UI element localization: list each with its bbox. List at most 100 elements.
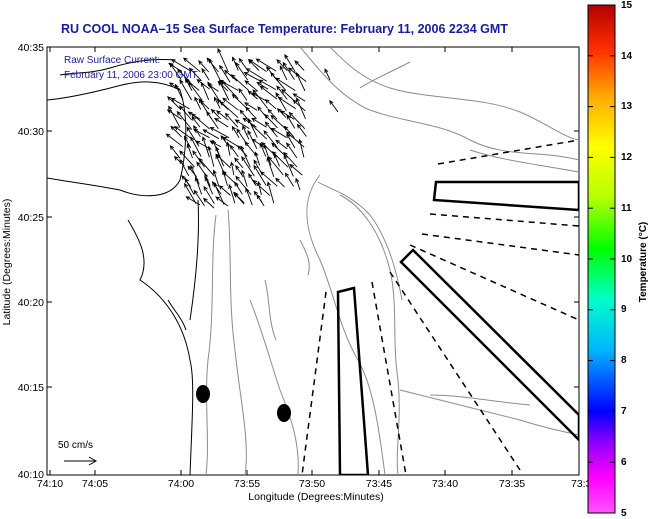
current-vector-arrow <box>176 110 193 130</box>
current-vector-arrow <box>194 96 202 110</box>
current-vector-arrow <box>168 82 181 90</box>
current-vector-arrow <box>201 136 210 158</box>
current-vector-arrow <box>210 108 221 120</box>
colorbar-tick-label: 11 <box>621 203 632 214</box>
current-vector-arrow <box>253 164 267 186</box>
current-vector-arrow <box>252 89 269 109</box>
current-vector-arrow <box>240 145 251 168</box>
current-vector-arrow <box>212 169 220 187</box>
current-vector-arrow <box>239 109 249 121</box>
current-vector-arrow <box>179 79 192 101</box>
current-vector-arrow <box>170 59 192 72</box>
current-vector-arrow <box>279 65 288 81</box>
current-vector-arrow <box>170 125 182 138</box>
current-vector-arrow <box>206 111 219 130</box>
current-vector-arrow <box>190 113 210 130</box>
current-vector-arrow <box>258 79 277 90</box>
current-vector-arrow <box>247 118 258 138</box>
x-tick-label: 73:50 <box>299 478 325 490</box>
current-vector-arrow <box>184 78 200 91</box>
current-vector-arrow <box>267 156 284 176</box>
current-vector-arrow <box>193 189 205 207</box>
current-vector-arrow <box>213 96 221 109</box>
current-vector-arrow <box>200 81 210 100</box>
current-vector-arrow <box>256 81 269 90</box>
current-vector-arrow <box>324 68 331 81</box>
current-vector-arrow <box>193 129 210 139</box>
current-vector-arrow <box>245 68 268 82</box>
y-tick-label: 40:30 <box>18 126 44 138</box>
current-vector-arrow <box>275 177 285 188</box>
current-vector-arrow <box>244 102 258 111</box>
colorbar-tick-label: 9 <box>621 304 627 315</box>
current-vector-arrow <box>230 74 250 91</box>
current-vector-arrow <box>282 61 295 80</box>
current-vector-arrow <box>276 59 288 72</box>
current-vector-arrow <box>264 113 278 129</box>
current-vector-arrow <box>235 175 252 196</box>
current-vector-arrow <box>286 133 296 149</box>
current-vector-arrow <box>179 105 193 121</box>
x-axis-label: Longitude (Degrees:Minutes) <box>248 491 383 503</box>
current-vector-arrow <box>232 56 239 71</box>
x-tick-label: 73:40 <box>432 478 458 490</box>
current-vector-arrow <box>224 69 238 82</box>
polygon-diagonal <box>399 248 579 442</box>
current-vector-arrow <box>203 185 215 204</box>
current-vector-arrow <box>190 136 202 157</box>
current-vector-arrow <box>208 58 221 81</box>
plot-frame <box>46 46 580 476</box>
current-vector-arrow <box>217 48 229 71</box>
current-vector-arrow <box>190 164 200 185</box>
current-vector-arrow <box>286 142 298 159</box>
current-vector-arrow <box>295 71 306 92</box>
x-tick-label: 74:10 <box>37 478 63 490</box>
current-vector-arrow <box>251 92 268 102</box>
current-vector-arrow <box>188 81 203 101</box>
current-vector-arrow <box>207 145 215 167</box>
colorbar-tick-label: 10 <box>621 254 633 265</box>
current-vector-arrow <box>244 141 257 157</box>
colorbar-tick-label: 6 <box>621 457 627 468</box>
current-vector-arrow <box>215 110 229 121</box>
colorbar-tick-label: 5 <box>621 508 627 519</box>
current-vector-arrow <box>283 154 294 177</box>
current-vector-arrow <box>174 125 192 140</box>
current-vector-arrow <box>207 81 220 101</box>
current-vector-arrow <box>204 176 214 195</box>
current-vector-arrow <box>214 117 229 128</box>
current-vector-arrow <box>241 169 248 187</box>
current-vector-arrow <box>245 187 253 206</box>
current-vector-arrow <box>298 138 305 158</box>
current-vector-arrow <box>288 111 306 130</box>
current-vector-arrow <box>271 142 287 157</box>
x-tick-label: 73:55 <box>234 478 260 490</box>
current-vector-arrow <box>229 161 235 176</box>
current-vector-arrow <box>264 121 278 138</box>
current-vector-arrow <box>219 64 231 83</box>
current-vector-arrow <box>237 145 248 157</box>
current-vector-arrow <box>170 97 190 110</box>
polygon-center <box>336 286 370 475</box>
x-tick-label: 73:35 <box>499 478 525 490</box>
current-vector-arrow <box>202 129 220 140</box>
current-vector-arrow <box>209 127 230 139</box>
current-vector-arrow <box>255 58 277 72</box>
y-axis-label: Latitude (Degrees:Minutes) <box>1 199 13 326</box>
current-vector-arrow <box>284 172 294 187</box>
current-vector-arrow <box>275 92 287 112</box>
current-vector-arrow <box>215 196 229 207</box>
colorbar-tick-label: 15 <box>621 0 633 11</box>
current-vector-arrow <box>234 157 244 169</box>
current-vector-arrow <box>168 105 181 128</box>
current-vector-arrow <box>238 88 248 101</box>
current-annotation-line2: February 11, 2006 23:00 GMT <box>64 70 198 81</box>
current-vector-arrow <box>204 172 211 187</box>
current-vector-arrow <box>281 88 295 102</box>
y-tick-label: 40:15 <box>18 382 44 394</box>
colorbar-tick-label: 13 <box>621 101 633 112</box>
colorbar-tick-label: 7 <box>621 406 627 417</box>
current-vector-arrow <box>245 106 257 120</box>
current-vector-arrow <box>191 116 201 128</box>
